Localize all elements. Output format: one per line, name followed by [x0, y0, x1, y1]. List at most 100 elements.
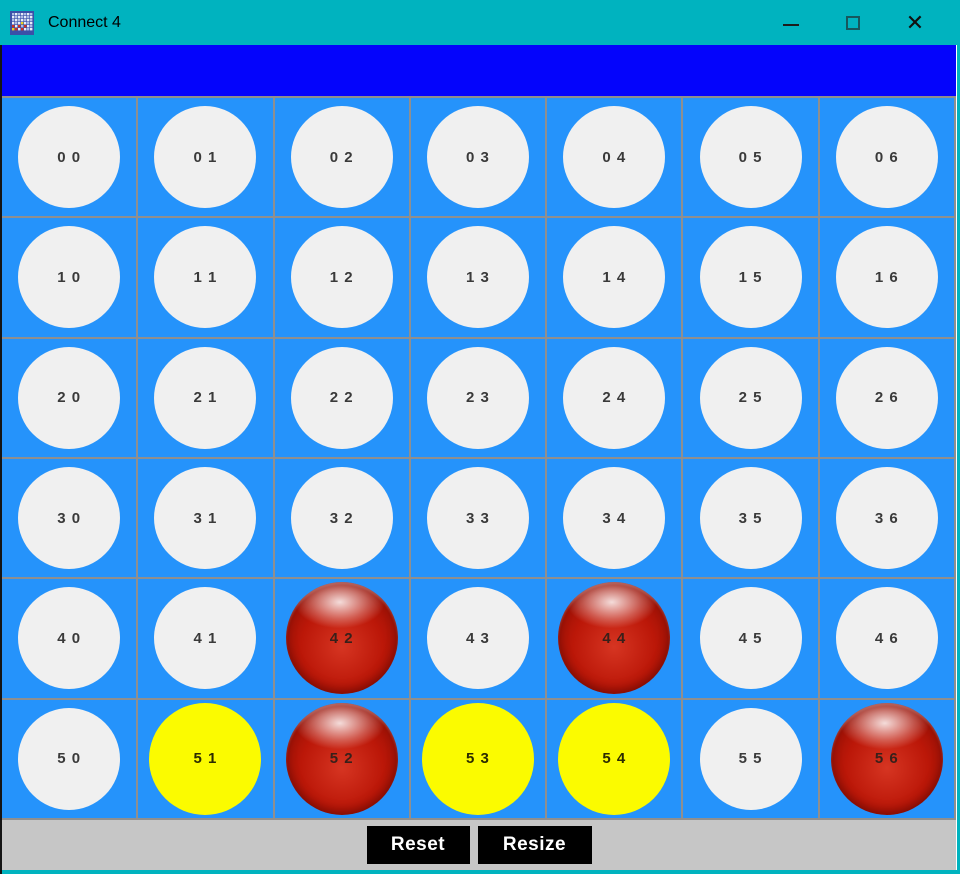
board-cell-0-2[interactable]: 0 2 [274, 98, 411, 219]
board-cell-5-3[interactable]: 5 3 [410, 699, 548, 820]
piece-label: 4 0 [57, 629, 82, 647]
board-cell-2-3[interactable]: 2 3 [410, 338, 548, 459]
empty-piece: 5 5 [699, 707, 802, 810]
empty-piece: 3 3 [426, 467, 529, 570]
piece-label: 0 2 [329, 148, 354, 166]
empty-piece: 0 1 [154, 106, 257, 209]
board-cell-2-5[interactable]: 2 5 [683, 338, 820, 459]
empty-piece: 1 4 [563, 226, 666, 329]
yellow-piece: 5 4 [558, 702, 671, 815]
board-cell-4-2[interactable]: 4 2 [274, 579, 411, 700]
empty-piece: 2 1 [154, 346, 257, 449]
board-cell-2-1[interactable]: 2 1 [138, 338, 275, 459]
empty-piece: 1 5 [699, 226, 802, 329]
piece-label: 1 6 [874, 268, 899, 286]
board-cell-1-3[interactable]: 1 3 [410, 218, 548, 339]
red-piece: 5 6 [830, 702, 943, 815]
window-left-edge [0, 45, 2, 874]
board-cell-0-4[interactable]: 0 4 [547, 98, 684, 219]
empty-piece: 4 6 [835, 587, 938, 690]
empty-piece: 3 5 [699, 467, 802, 570]
board-cell-0-1[interactable]: 0 1 [138, 98, 275, 219]
board-cell-5-5[interactable]: 5 5 [683, 699, 820, 820]
empty-piece: 0 0 [18, 106, 121, 209]
piece-label: 3 0 [57, 509, 82, 527]
board-cell-5-4[interactable]: 5 4 [547, 699, 684, 820]
piece-label: 1 2 [329, 268, 354, 286]
reset-button[interactable]: Reset [366, 826, 470, 864]
board-cell-0-0[interactable]: 0 0 [2, 98, 139, 219]
yellow-piece: 5 3 [421, 702, 534, 815]
board-cell-3-0[interactable]: 3 0 [2, 459, 139, 580]
piece-label: 0 4 [602, 148, 627, 166]
empty-piece: 3 4 [563, 467, 666, 570]
board-cell-1-2[interactable]: 1 2 [274, 218, 411, 339]
piece-label: 2 4 [602, 389, 627, 407]
piece-label: 5 5 [738, 750, 763, 768]
piece-label: 4 4 [602, 629, 627, 647]
board-cell-3-3[interactable]: 3 3 [410, 459, 548, 580]
board-cell-1-1[interactable]: 1 1 [138, 218, 275, 339]
piece-label: 2 0 [57, 389, 82, 407]
piece-label: 2 3 [466, 389, 490, 407]
piece-label: 0 1 [193, 148, 218, 166]
empty-piece: 2 6 [835, 346, 938, 449]
piece-label: 1 4 [602, 268, 627, 286]
board-cell-2-2[interactable]: 2 2 [274, 338, 411, 459]
empty-piece: 0 6 [835, 106, 938, 209]
board-cell-5-2[interactable]: 5 2 [274, 699, 411, 820]
board-cell-2-4[interactable]: 2 4 [547, 338, 684, 459]
piece-label: 4 3 [466, 629, 490, 647]
empty-piece: 1 1 [154, 226, 257, 329]
maximize-button[interactable] [822, 0, 884, 45]
board-cell-4-6[interactable]: 4 6 [819, 579, 956, 700]
board-cell-0-3[interactable]: 0 3 [410, 98, 548, 219]
piece-label: 5 3 [466, 750, 490, 768]
piece-label: 0 0 [57, 148, 82, 166]
board-cell-2-0[interactable]: 2 0 [2, 338, 139, 459]
board-cell-0-6[interactable]: 0 6 [819, 98, 956, 219]
piece-label: 1 5 [738, 268, 763, 286]
board-cell-4-4[interactable]: 4 4 [547, 579, 684, 700]
empty-piece: 1 6 [835, 226, 938, 329]
resize-button[interactable]: Resize [477, 826, 592, 864]
window-title: Connect 4 [48, 13, 121, 31]
minimize-icon [783, 23, 799, 26]
piece-label: 3 4 [602, 509, 627, 527]
board-cell-4-5[interactable]: 4 5 [683, 579, 820, 700]
piece-label: 4 6 [874, 629, 899, 647]
piece-label: 3 2 [329, 509, 354, 527]
board-cell-1-6[interactable]: 1 6 [819, 218, 956, 339]
piece-label: 3 5 [738, 509, 763, 527]
board-cell-2-6[interactable]: 2 6 [819, 338, 956, 459]
minimize-button[interactable] [760, 0, 822, 45]
board-cell-3-5[interactable]: 3 5 [683, 459, 820, 580]
board-cell-3-6[interactable]: 3 6 [819, 459, 956, 580]
piece-label: 2 5 [738, 389, 763, 407]
piece-label: 2 1 [193, 389, 218, 407]
piece-label: 1 1 [193, 268, 218, 286]
empty-piece: 3 0 [18, 467, 121, 570]
board-cell-0-5[interactable]: 0 5 [683, 98, 820, 219]
board-cell-5-6[interactable]: 5 6 [819, 699, 956, 820]
board-cell-3-2[interactable]: 3 2 [274, 459, 411, 580]
red-piece: 5 2 [285, 702, 398, 815]
board-cell-5-0[interactable]: 5 0 [2, 699, 139, 820]
empty-piece: 4 5 [699, 587, 802, 690]
board-cell-5-1[interactable]: 5 1 [138, 699, 275, 820]
yellow-piece: 5 1 [149, 702, 262, 815]
board-cell-3-4[interactable]: 3 4 [547, 459, 684, 580]
close-button[interactable]: ✕ [884, 0, 946, 45]
board-cell-1-5[interactable]: 1 5 [683, 218, 820, 339]
board-cell-4-1[interactable]: 4 1 [138, 579, 275, 700]
footer-bar: Reset Resize [2, 820, 956, 870]
board-cell-4-0[interactable]: 4 0 [2, 579, 139, 700]
board-cell-4-3[interactable]: 4 3 [410, 579, 548, 700]
board-cell-1-0[interactable]: 1 0 [2, 218, 139, 339]
board: 0 0 0 1 0 2 0 3 0 4 0 5 0 6 1 0 1 1 1 2 1 3 1 4 1 5 1… [2, 96, 956, 820]
piece-label: 3 3 [466, 509, 490, 527]
board-cell-3-1[interactable]: 3 1 [138, 459, 275, 580]
board-cell-1-4[interactable]: 1 4 [547, 218, 684, 339]
empty-piece: 0 4 [563, 106, 666, 209]
titlebar: Connect 4 ✕ [0, 0, 960, 45]
